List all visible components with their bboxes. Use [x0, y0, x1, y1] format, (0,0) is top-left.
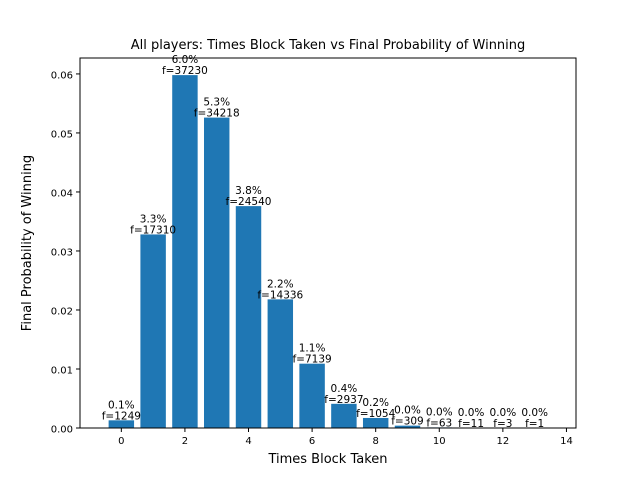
- plot-frame: [79, 57, 577, 429]
- bar-freq-label: f=1: [525, 418, 544, 430]
- x-tick-label: 6: [309, 436, 315, 447]
- bar-pct-label: 6.0%: [172, 54, 199, 66]
- bar-3: [204, 117, 230, 428]
- bar-pct-label: 0.0%: [521, 407, 548, 419]
- bar-1: [140, 234, 166, 428]
- x-tick-label: 8: [373, 436, 379, 447]
- x-axis: 0 2 4 6 8 10 12 14: [118, 428, 573, 447]
- y-tick-label: 0.06: [51, 70, 73, 81]
- x-axis-label: Times Block Taken: [267, 452, 387, 467]
- y-axis: 0.00 0.01 0.02 0.03 0.04 0.05 0.06: [51, 70, 80, 436]
- y-tick-label: 0.05: [51, 129, 73, 140]
- bar-freq-label: f=11: [458, 418, 484, 430]
- bar-pct-label: 1.1%: [299, 343, 326, 355]
- y-tick-label: 0.04: [51, 188, 73, 199]
- x-tick-label: 2: [182, 436, 188, 447]
- bar-freq-label: f=7139: [292, 354, 331, 366]
- bar-freq-label: f=63: [426, 417, 452, 429]
- y-tick-label: 0.01: [51, 365, 73, 376]
- bar-pct-label: 0.0%: [394, 405, 421, 417]
- bar-freq-label: f=17310: [130, 224, 176, 236]
- bar-6: [299, 363, 325, 428]
- bar-pct-label: 0.0%: [426, 406, 453, 418]
- bar-9: [394, 425, 421, 428]
- bar-freq-label: f=37230: [162, 65, 208, 77]
- x-tick-label: 0: [118, 436, 124, 447]
- x-tick-label: 10: [433, 436, 446, 447]
- y-tick-label: 0.03: [51, 247, 73, 258]
- bar-0: [108, 420, 135, 428]
- bars-group: [108, 75, 452, 429]
- y-tick-label: 0.02: [51, 306, 73, 317]
- bar-freq-label: f=3: [493, 418, 512, 430]
- bar-pct-label: 0.4%: [331, 383, 358, 395]
- chart-title: All players: Times Block Taken vs Final …: [131, 38, 526, 53]
- bar-pct-label: 2.2%: [267, 278, 294, 290]
- bar-freq-label: f=2937: [324, 394, 363, 406]
- bar-pct-label: 0.2%: [362, 397, 389, 409]
- bar-pct-label: 3.3%: [140, 213, 167, 225]
- x-tick-label: 12: [497, 436, 510, 447]
- bar-pct-label: 0.1%: [108, 399, 135, 411]
- bar-freq-label: f=34218: [194, 108, 240, 120]
- bar-pct-label: 5.3%: [203, 97, 230, 109]
- bar-7: [331, 403, 357, 428]
- bar-pct-label: 0.0%: [490, 407, 517, 419]
- annotations-group: 0.1%f=1249 3.3%f=17310 6.0%f=37230 5.3%f=34…: [102, 54, 548, 430]
- bar-2: [172, 75, 198, 429]
- x-tick-label: 14: [560, 436, 573, 447]
- bar-freq-label: f=1054: [356, 408, 396, 420]
- bar-4: [235, 206, 262, 428]
- bar-freq-label: f=309: [391, 416, 424, 428]
- x-tick-label: 4: [245, 436, 251, 447]
- y-axis-label: Final Probability of Winning: [20, 155, 35, 331]
- bar-freq-label: f=1249: [102, 410, 141, 422]
- bar-8: [362, 417, 389, 428]
- bar-freq-label: f=24540: [226, 196, 272, 208]
- bar-pct-label: 3.8%: [235, 185, 262, 197]
- bar-pct-label: 0.0%: [458, 407, 485, 419]
- bar-5: [267, 299, 294, 428]
- y-tick-label: 0.00: [51, 425, 73, 436]
- bar-freq-label: f=14336: [257, 289, 303, 301]
